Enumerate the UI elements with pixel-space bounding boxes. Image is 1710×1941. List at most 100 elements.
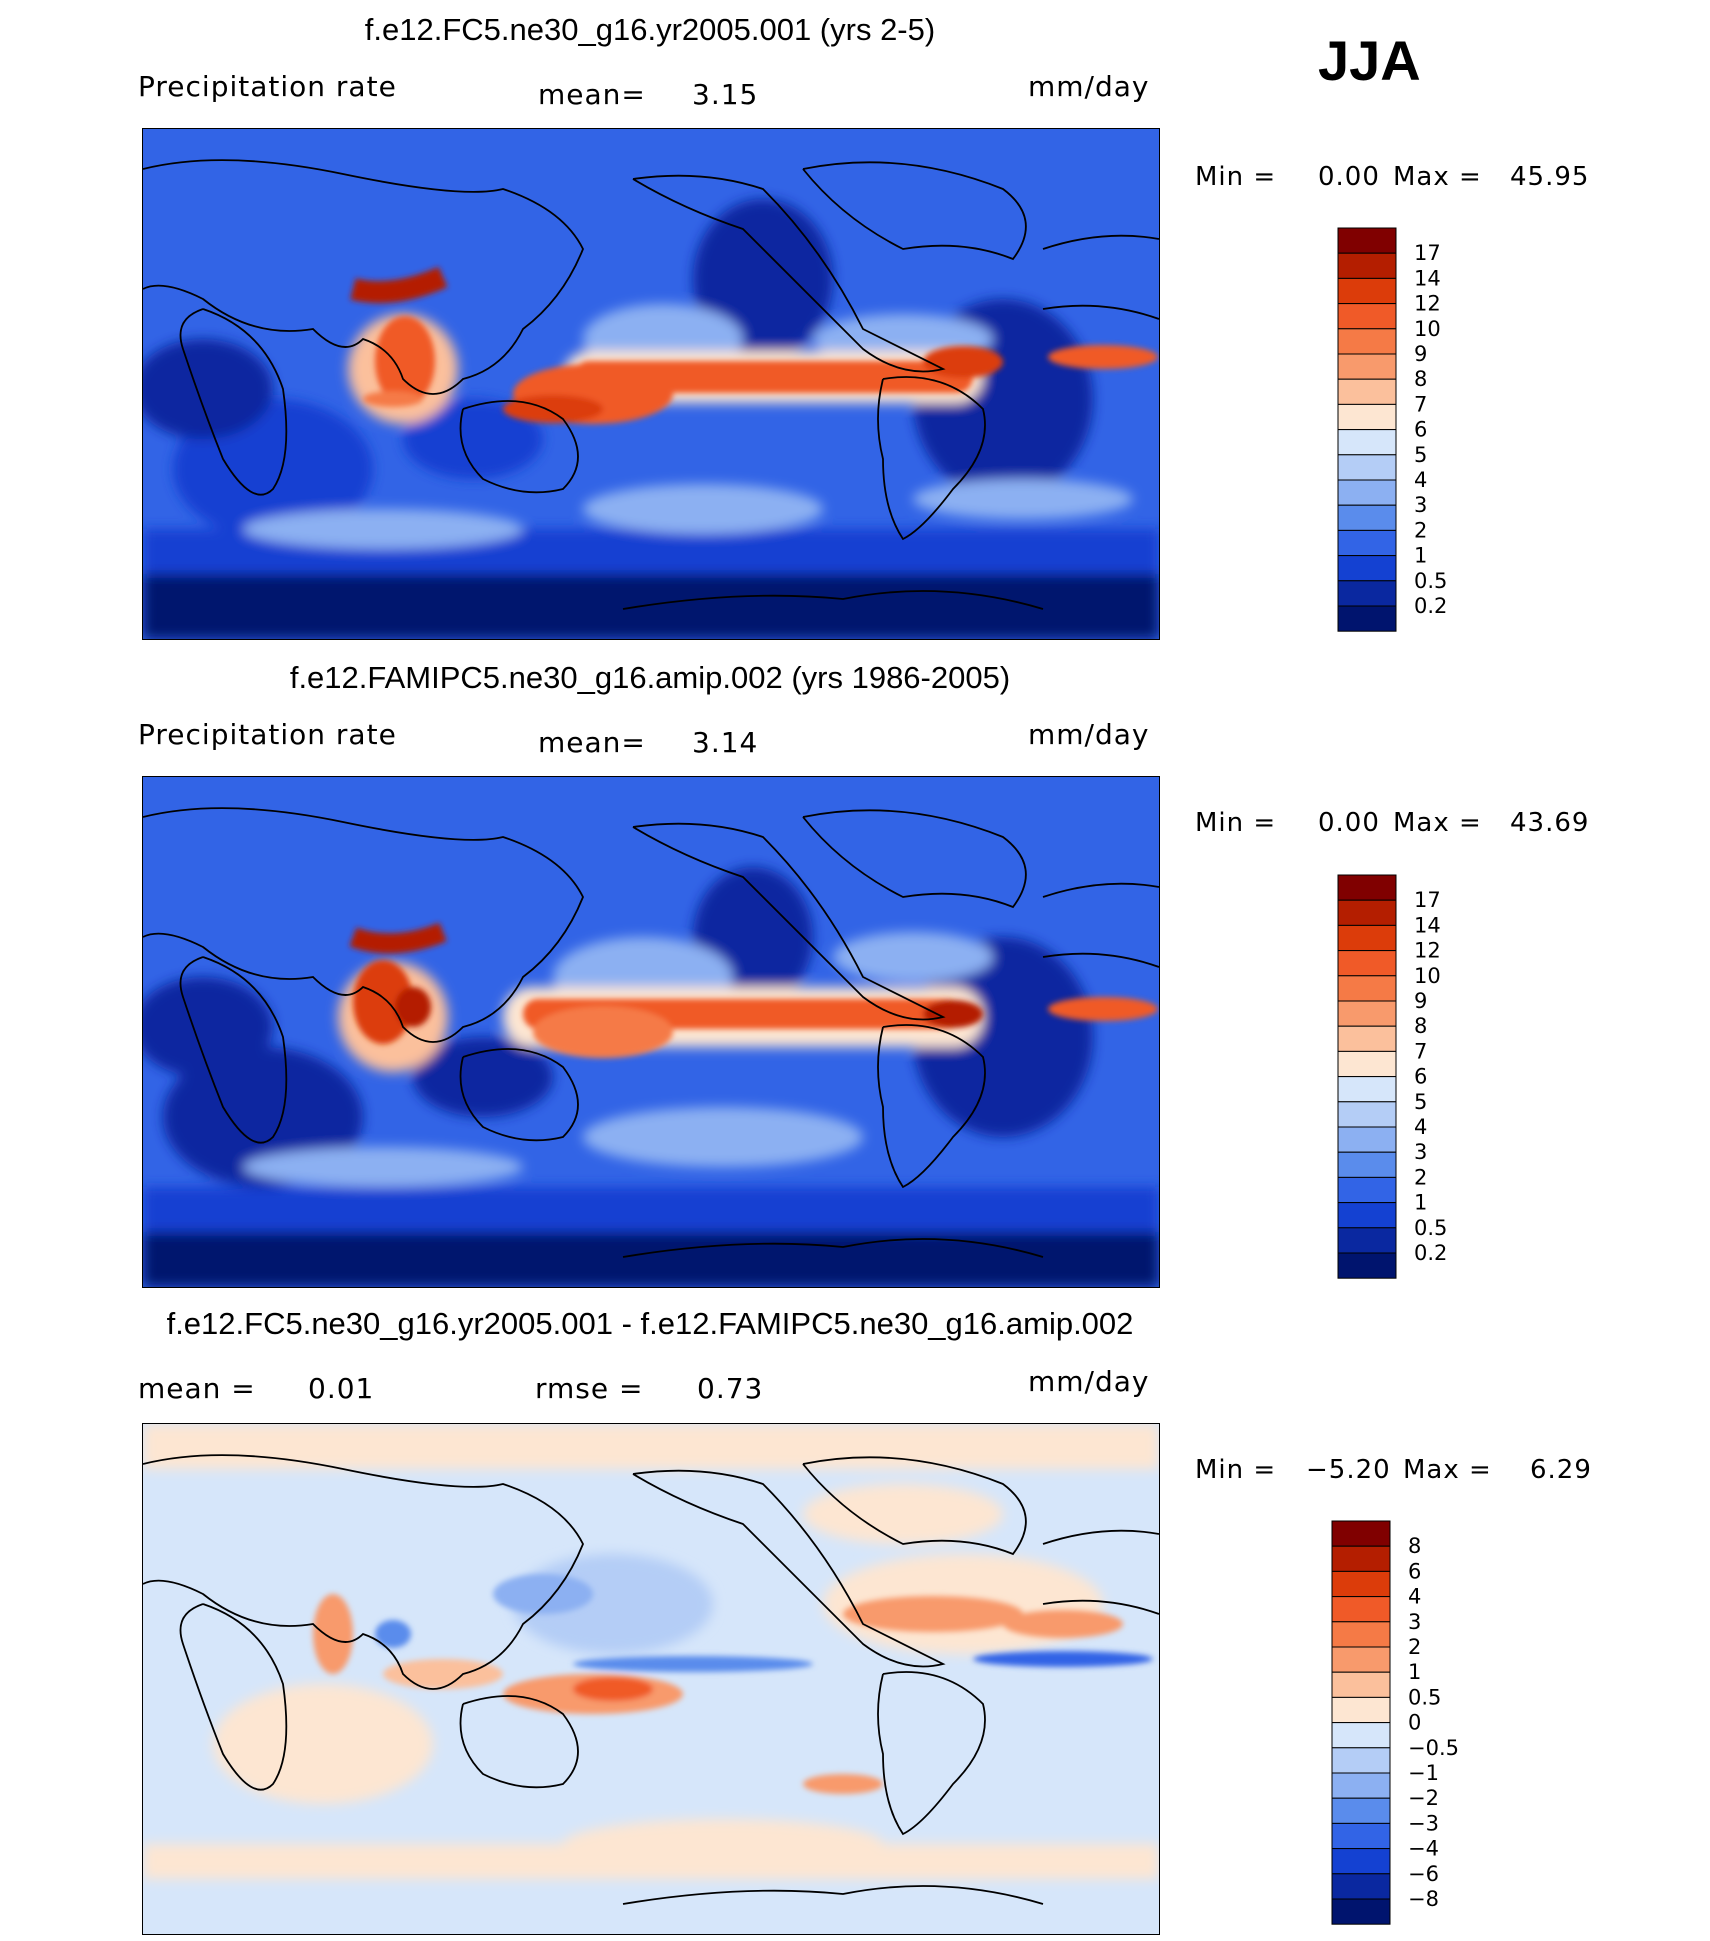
- colorbar-label: 8: [1414, 1014, 1427, 1038]
- colorbar-swatch: [1337, 1151, 1397, 1178]
- colorbar-label: 1: [1414, 544, 1427, 568]
- panel-3-colorbar: 8 6 4 3 2 1 0.5 0 −0.5 −1 −2 −3 −4 −6 −8: [1331, 1520, 1472, 1928]
- panel-1-units: mm/day: [1028, 70, 1150, 103]
- colorbar-label: 7: [1414, 392, 1427, 416]
- panel-3-difference-field: [143, 1424, 1159, 1934]
- panel-1-mean-label: mean=: [538, 78, 646, 111]
- colorbar-label: 3: [1414, 493, 1427, 517]
- colorbar-label: −3: [1408, 1811, 1439, 1835]
- colorbar-swatch: [1337, 1050, 1397, 1078]
- colorbar-swatch: [1337, 1252, 1397, 1279]
- panel-1-min-value: 0.00: [1318, 162, 1380, 192]
- colorbar-label: 3: [1414, 1140, 1427, 1164]
- colorbar-label: 7: [1414, 1039, 1427, 1063]
- colorbar-swatch: [1337, 1126, 1397, 1153]
- colorbar-swatch: [1331, 1797, 1391, 1824]
- colorbar-label: −4: [1408, 1837, 1439, 1861]
- panel-2-min-value: 0.00: [1318, 808, 1380, 838]
- colorbar-swatch: [1331, 1873, 1391, 1900]
- colorbar-label: 2: [1414, 518, 1427, 542]
- panel-1-precip-field: [143, 129, 1159, 639]
- panel-3-max-label: Max =: [1403, 1455, 1492, 1485]
- colorbar-swatch: [1337, 504, 1397, 531]
- colorbar-swatch: [1331, 1722, 1391, 1749]
- colorbar-swatch: [1331, 1822, 1391, 1850]
- colorbar-label: −6: [1408, 1862, 1439, 1886]
- colorbar-swatch: [1337, 328, 1397, 355]
- panel-1-map: [142, 128, 1160, 640]
- colorbar-swatch: [1337, 277, 1397, 305]
- colorbar-label: 12: [1414, 292, 1441, 316]
- colorbar-label: 17: [1414, 241, 1441, 265]
- colorbar-label: 12: [1414, 939, 1441, 963]
- colorbar-swatch: [1337, 403, 1397, 431]
- panel-1-max-label: Max =: [1393, 162, 1482, 192]
- colorbar-swatch: [1337, 1025, 1397, 1052]
- panel-2-map: [142, 776, 1160, 1288]
- colorbar-swatch: [1337, 252, 1397, 279]
- colorbar-swatch: [1337, 874, 1397, 901]
- panel-1-variable-label: Precipitation rate: [138, 70, 397, 103]
- panel-2-min-label: Min =: [1195, 808, 1277, 838]
- colorbar-swatch: [1331, 1747, 1391, 1774]
- panel-3-rmse-label: rmse =: [535, 1372, 644, 1405]
- panel-1-min-label: Min =: [1195, 162, 1277, 192]
- colorbar-swatch: [1331, 1621, 1391, 1648]
- panel-3-rmse-value: 0.73: [697, 1372, 764, 1405]
- colorbar-label: −2: [1408, 1786, 1439, 1810]
- colorbar-label: 0.5: [1414, 569, 1447, 593]
- colorbar-swatch: [1331, 1772, 1391, 1799]
- colorbar-label: 1: [1408, 1660, 1421, 1684]
- panel-2-colorbar: 17 14 12 10 9 8 7 6 5 4 3 2 1 0.5 0.2: [1337, 874, 1478, 1282]
- colorbar-label: 5: [1414, 443, 1427, 467]
- panel-2-precip-field: [143, 777, 1159, 1287]
- colorbar-swatch: [1337, 227, 1397, 254]
- panel-1-colorbar: 17 14 12 10 9 8 7 6 5 4 3 2 1 0.5 0.2: [1337, 227, 1478, 635]
- panel-2-mean-value: 3.14: [692, 726, 759, 759]
- colorbar-label: 6: [1414, 1065, 1427, 1089]
- colorbar-label: 2: [1408, 1635, 1421, 1659]
- panel-3-max-value: 6.29: [1530, 1455, 1592, 1485]
- colorbar-swatch: [1337, 303, 1397, 330]
- colorbar-swatch: [1337, 899, 1397, 926]
- colorbar-swatch: [1337, 378, 1397, 405]
- colorbar-label: 0.5: [1414, 1216, 1447, 1240]
- colorbar-swatch: [1331, 1646, 1391, 1673]
- colorbar-label: 0.5: [1408, 1685, 1441, 1709]
- colorbar-label: 14: [1414, 266, 1441, 290]
- panel-3-min-label: Min =: [1195, 1455, 1277, 1485]
- panel-3-mean-label: mean =: [138, 1372, 256, 1405]
- colorbar-swatch: [1337, 924, 1397, 952]
- panel-2-max-value: 43.69: [1510, 808, 1590, 838]
- colorbar-swatch: [1331, 1671, 1391, 1698]
- colorbar-label: 0.2: [1414, 1241, 1447, 1265]
- colorbar-label: −0.5: [1408, 1736, 1459, 1760]
- panel-2-coastlines: [143, 807, 1159, 1258]
- colorbar-label: 4: [1408, 1585, 1421, 1609]
- colorbar-label: 1: [1414, 1191, 1427, 1215]
- panel-3-units: mm/day: [1028, 1365, 1150, 1398]
- colorbar-swatch: [1337, 950, 1397, 977]
- colorbar-swatch: [1337, 555, 1397, 582]
- colorbar-swatch: [1337, 1176, 1397, 1204]
- colorbar-label: 9: [1414, 989, 1427, 1013]
- colorbar-label: 8: [1414, 367, 1427, 391]
- colorbar-label: 9: [1414, 342, 1427, 366]
- colorbar-label: 2: [1414, 1165, 1427, 1189]
- colorbar-label: 3: [1408, 1610, 1421, 1634]
- colorbar-label: 4: [1414, 1115, 1427, 1139]
- colorbar-swatch: [1337, 353, 1397, 380]
- colorbar-swatch: [1337, 454, 1397, 481]
- colorbar-swatch: [1337, 529, 1397, 557]
- panel-3-coastlines: [143, 1454, 1159, 1905]
- panel-1-coastlines: [143, 159, 1159, 610]
- colorbar-label: 8: [1408, 1534, 1421, 1558]
- colorbar-label: 10: [1414, 964, 1441, 988]
- colorbar-label: 6: [1414, 418, 1427, 442]
- colorbar-swatch: [1337, 1000, 1397, 1027]
- colorbar-label: 5: [1414, 1090, 1427, 1114]
- panel-1-title: f.e12.FC5.ne30_g16.yr2005.001 (yrs 2-5): [364, 12, 936, 47]
- colorbar-swatch: [1331, 1848, 1391, 1875]
- colorbar-label: 17: [1414, 888, 1441, 912]
